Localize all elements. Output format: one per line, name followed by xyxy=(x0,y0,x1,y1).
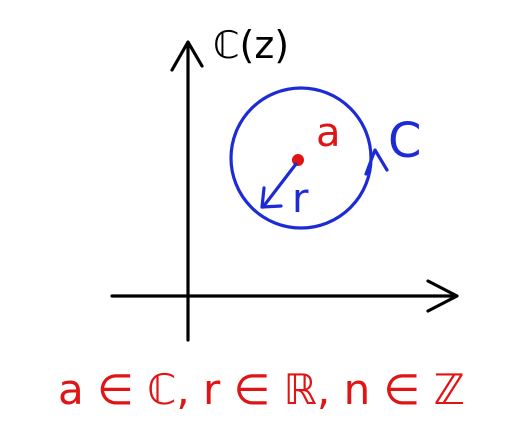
plane-label: ℂ(z) xyxy=(213,23,289,67)
real-axis-arrowhead xyxy=(426,279,459,313)
center-label: a xyxy=(316,110,341,156)
imaginary-axis-arrowhead xyxy=(170,40,204,72)
radius-label: r xyxy=(292,176,309,222)
contour-label: C xyxy=(388,113,422,169)
contour-direction-arrow xyxy=(364,148,389,176)
radius-arrow xyxy=(260,162,298,209)
axes xyxy=(110,40,459,342)
center-point xyxy=(292,154,304,166)
caption: a ∈ ℂ, r ∈ ℝ, n ∈ ℤ xyxy=(58,365,465,414)
